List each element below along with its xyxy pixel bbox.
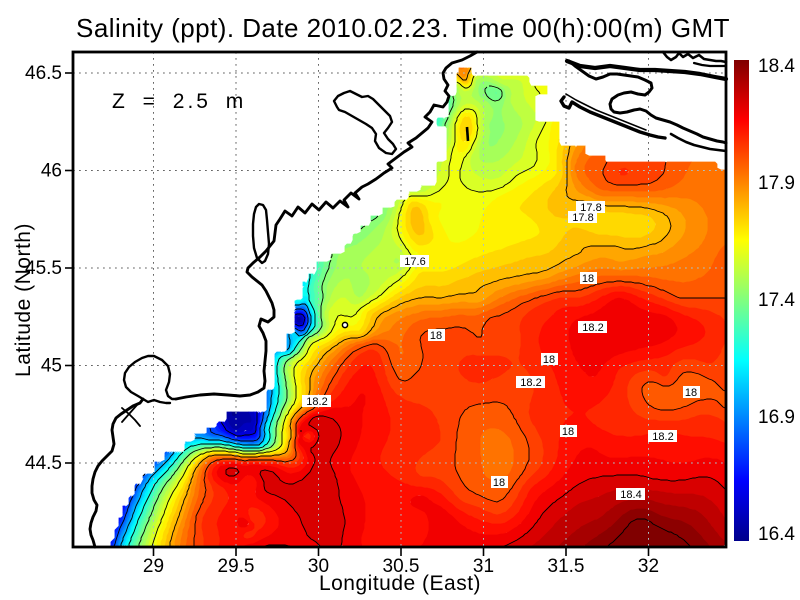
svg-text:18.4: 18.4	[758, 56, 795, 77]
svg-text:16.4: 16.4	[758, 524, 795, 545]
svg-text:32: 32	[638, 556, 659, 577]
svg-text:17.4: 17.4	[758, 290, 795, 311]
svg-text:17.8: 17.8	[572, 212, 593, 224]
svg-text:Salinity (ppt). Date 2010.02.2: Salinity (ppt). Date 2010.02.23. Time 00…	[76, 13, 730, 43]
svg-text:18.2: 18.2	[652, 431, 673, 443]
svg-text:31: 31	[473, 556, 494, 577]
svg-text:46.5: 46.5	[25, 63, 62, 84]
svg-text:18: 18	[582, 273, 594, 285]
svg-text:16.9: 16.9	[758, 407, 795, 428]
svg-text:17.6: 17.6	[404, 256, 425, 268]
svg-text:18: 18	[562, 426, 574, 438]
svg-text:45: 45	[41, 356, 62, 377]
svg-text:18.2: 18.2	[306, 396, 327, 408]
svg-text:18: 18	[430, 330, 442, 342]
svg-text:31.5: 31.5	[548, 556, 585, 577]
svg-text:45.5: 45.5	[25, 258, 62, 279]
svg-text:17.9: 17.9	[758, 173, 795, 194]
svg-text:Z = 2.5 m: Z = 2.5 m	[112, 90, 246, 113]
svg-text:18: 18	[685, 387, 697, 399]
svg-text:44.5: 44.5	[25, 453, 62, 474]
svg-text:18.2: 18.2	[520, 377, 541, 389]
svg-text:46: 46	[41, 161, 62, 182]
svg-text:18.2: 18.2	[582, 322, 603, 334]
svg-text:29: 29	[143, 556, 164, 577]
svg-text:18: 18	[493, 477, 505, 489]
svg-text:29.5: 29.5	[218, 556, 255, 577]
svg-text:Latitude (North): Latitude (North)	[12, 223, 35, 377]
svg-text:18: 18	[543, 354, 555, 366]
svg-text:18.4: 18.4	[620, 489, 641, 501]
svg-text:Longitude (East): Longitude (East)	[319, 572, 481, 595]
svg-text:30: 30	[308, 556, 329, 577]
svg-text:30.5: 30.5	[383, 556, 420, 577]
